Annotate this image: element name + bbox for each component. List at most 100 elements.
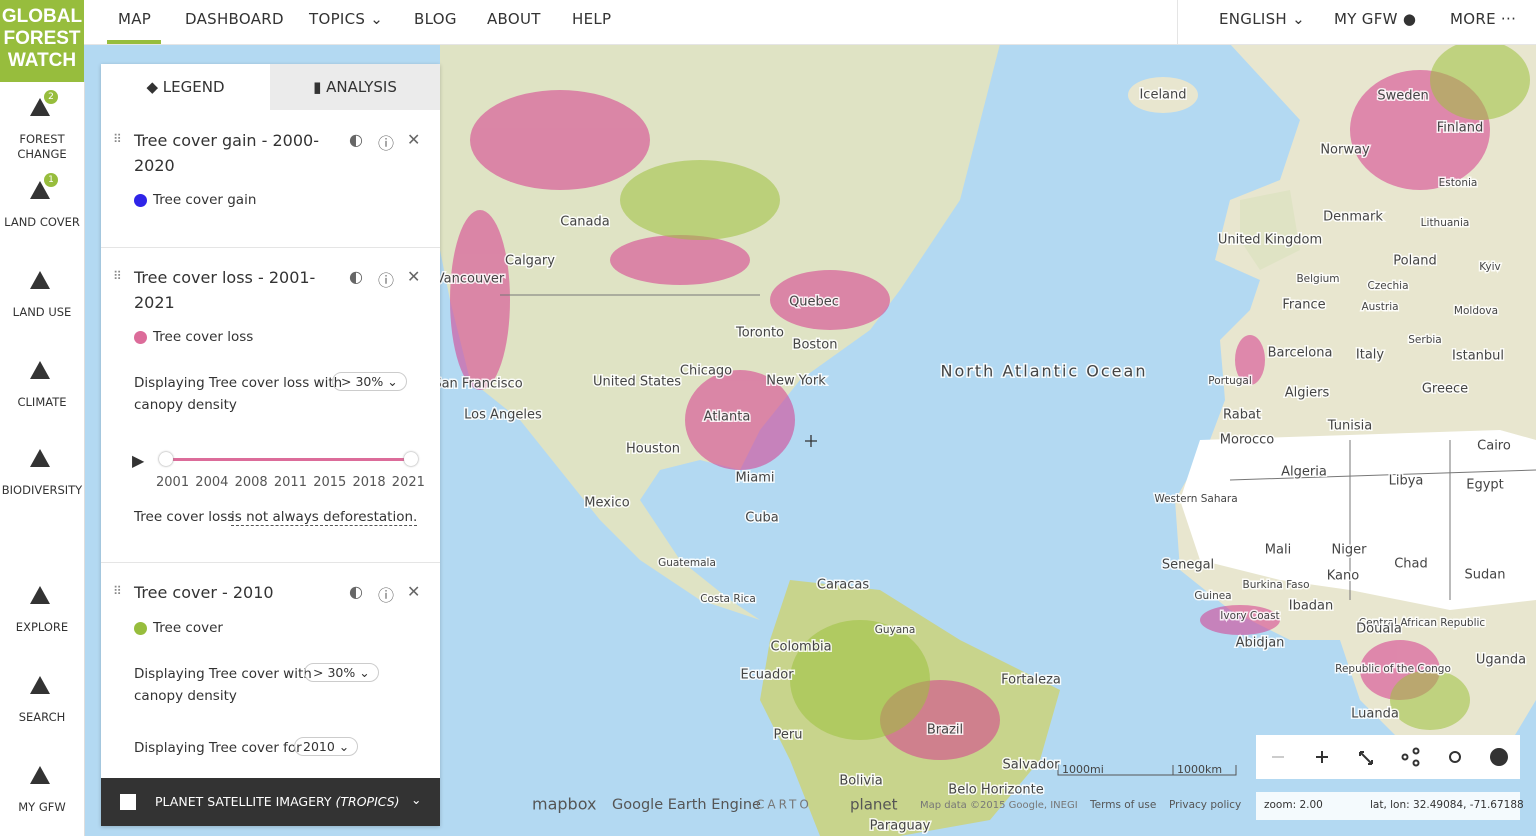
map-label: Tunisia [1327,419,1372,434]
map-label: Greece [1422,382,1468,397]
legend-item: Tree cover gain [153,192,257,208]
attribution[interactable]: Privacy policy [1169,799,1241,811]
map-label: Mexico [584,496,629,511]
map-label: Istanbul [1452,349,1504,364]
legend-dot [134,622,147,635]
map-control-icons[interactable] [1272,747,1508,767]
map-label: Paraguay [870,819,931,834]
sidebar-label[interactable]: LAND USE [12,305,72,319]
density-text: Displaying Tree cover with [134,666,312,682]
layer-button[interactable]: ✕ [407,267,421,286]
map-label: France [1282,298,1325,313]
map-label: Niger [1332,543,1368,558]
zoom-readout: zoom: 2.00 [1264,799,1323,811]
layer-button[interactable]: ◐ [349,582,363,601]
layer-button[interactable]: ◐ [349,130,363,149]
attribution[interactable]: Terms of use [1089,799,1156,811]
timeline-year: 2018 [352,475,386,490]
year-select[interactable]: 2010 ⌄ [294,737,359,756]
sidebar-label[interactable]: BIODIVERSITY [1,483,83,497]
sidebar-icon [28,359,52,383]
sidebar-label[interactable]: EXPLORE [15,620,69,634]
nav-right-item[interactable]: MORE ··· [1450,10,1517,28]
drag-handle: ⠿ [113,269,122,283]
map-label: Bolivia [839,774,882,789]
density-select[interactable]: > 30% ⌄ [304,663,379,682]
sidebar-label[interactable]: CLIMATE [17,395,67,409]
logo-line: GLOBAL [1,6,83,27]
nav-item[interactable]: TOPICS ⌄ [309,10,384,28]
map-label: Salvador [1002,758,1060,773]
map-label: Algeria [1281,465,1327,480]
timeline-track [165,458,412,461]
nav-item[interactable]: HELP [572,10,612,28]
map-label: Mali [1265,543,1291,558]
planet-layer-toggle[interactable]: PLANET SATELLITE IMAGERY (TROPICS) ⌄ [101,778,440,826]
timeline-handle[interactable] [159,452,173,466]
map-label: United States [593,375,681,390]
sidebar-icon [28,269,52,293]
play-button[interactable]: ▶ [132,451,145,470]
map-label: Portugal [1208,375,1252,387]
map-label: Estonia [1439,177,1478,189]
layer-button[interactable]: ✕ [407,582,421,601]
nav-item[interactable]: BLOG [414,10,457,28]
map-label: Western Sahara [1154,493,1237,505]
map-label: Belgium [1296,273,1339,285]
map-label: Poland [1393,254,1436,269]
coords-readout: lat, lon: 32.49084, -71.67188 [1370,799,1524,811]
map-label: Ivory Coast [1220,610,1279,622]
map-label: Moldova [1454,305,1498,317]
density-suffix: canopy density [134,397,237,413]
drag-handle: ⠿ [113,584,122,598]
logo-line: WATCH [7,50,77,71]
layer-button[interactable]: ◐ [349,267,363,286]
sidebar-label[interactable]: FOREST CHANGE [17,132,67,161]
nav-item[interactable]: ABOUT [487,10,541,28]
map-label: Finland [1437,121,1483,136]
map-label: Libya [1389,474,1424,489]
map-label: Lithuania [1421,217,1470,229]
map-label: Peru [774,728,803,743]
nav-item[interactable]: MAP [118,10,152,28]
nav-item[interactable]: DASHBOARD [185,10,284,28]
timeline-year: 2015 [313,475,347,490]
map-label: Uganda [1476,653,1526,668]
year-text: Displaying Tree cover for [134,740,302,756]
timeline-handle[interactable] [404,452,418,466]
layer-button[interactable]: ⓘ [378,134,395,153]
map-label: Serbia [1408,334,1441,346]
map-label: Colombia [770,640,831,655]
map-label: Calgary [505,254,555,269]
map-label: Miami [735,471,774,486]
tab-legend[interactable]: ◆ LEGEND [146,78,225,96]
layer-button[interactable]: ⓘ [378,271,395,290]
sidebar-badge: 2 [44,90,58,104]
map-label: Cairo [1477,439,1511,454]
nav-right-item[interactable]: MY GFW ● [1334,10,1417,28]
sidebar-label[interactable]: SEARCH [18,710,66,724]
map-label: Chicago [680,364,732,379]
nav-right-item[interactable]: ENGLISH ⌄ [1219,10,1305,28]
map-label: Sweden [1377,89,1428,104]
density-select[interactable]: > 30% ⌄ [332,372,407,391]
tab-analysis[interactable]: ▮ ANALYSIS [270,64,440,110]
timeline-year: 2004 [195,475,229,490]
sidebar-icon [28,179,52,203]
layer-button[interactable]: ✕ [407,130,421,149]
sidebar-label[interactable]: MY GFW [18,800,66,814]
loss-note-link[interactable]: is not always deforestation. [231,509,418,526]
layer-button[interactable]: ⓘ [378,586,395,605]
map-label: Abidjan [1236,636,1285,651]
map-label: Austria [1361,301,1398,313]
map-label: Luanda [1351,707,1399,722]
sidebar-label[interactable]: LAND COVER [4,215,80,229]
timeline-year: 2001 [156,475,190,490]
logo[interactable]: GLOBAL FOREST WATCH [0,0,84,82]
map-label: Belo Horizonte [948,783,1043,798]
map-label: Kyiv [1479,261,1500,273]
legend-dot [134,331,147,344]
scale-label: 1000km [1177,763,1222,776]
map-label: Los Angeles [464,408,542,423]
